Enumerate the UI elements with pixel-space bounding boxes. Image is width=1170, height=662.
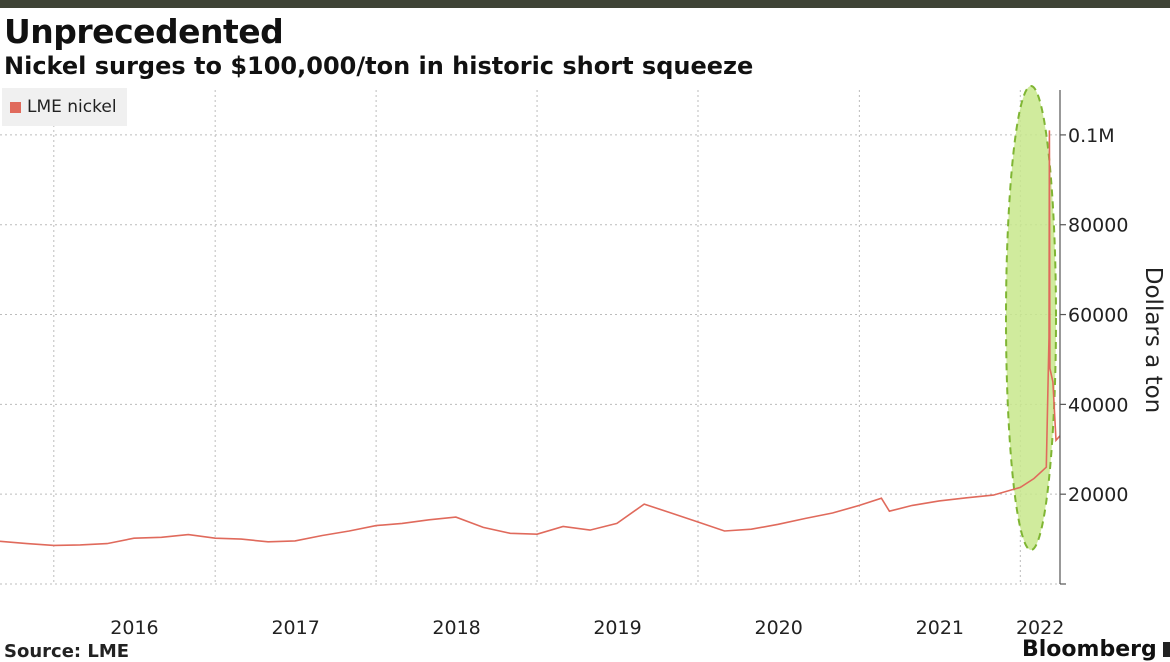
- spike-highlight-ellipse: [1005, 85, 1057, 551]
- brand-name: Bloomberg: [1022, 637, 1157, 662]
- y-axis-title: Dollars a ton: [1140, 267, 1166, 413]
- x-tick-label: 2016: [110, 617, 158, 639]
- x-tick-label: 2022: [1016, 617, 1064, 639]
- chart-title: Unprecedented: [4, 12, 284, 51]
- brand-logo: Bloomberg: [1022, 637, 1170, 662]
- x-tick-label: 2018: [432, 617, 480, 639]
- series-line-lme-nickel: [0, 130, 1061, 547]
- brand-mark-icon: [1162, 642, 1170, 657]
- x-tick-label: 2020: [755, 617, 803, 639]
- y-tick-label: 60000: [1068, 305, 1128, 327]
- top-bar: [0, 0, 1170, 8]
- x-ticks: 2016 2017 2018 2019 2020 2021 2022: [110, 617, 1064, 639]
- legend-swatch: [10, 101, 21, 113]
- legend: LME nickel: [2, 88, 127, 126]
- y-tick-label: 80000: [1068, 215, 1128, 237]
- x-tick-label: 2021: [916, 617, 964, 639]
- legend-label: LME nickel: [27, 97, 117, 117]
- y-ticks: 20000 40000 60000 80000 0.1M: [1060, 125, 1128, 585]
- y-tick-label: 40000: [1068, 394, 1128, 416]
- x-tick-label: 2017: [271, 617, 319, 639]
- chart-subtitle: Nickel surges to $100,000/ton in histori…: [4, 52, 754, 80]
- y-tick-label: 20000: [1068, 484, 1128, 506]
- grid-lines: [0, 90, 1060, 585]
- y-tick-label: 0.1M: [1068, 125, 1115, 147]
- x-tick-label: 2019: [593, 617, 641, 639]
